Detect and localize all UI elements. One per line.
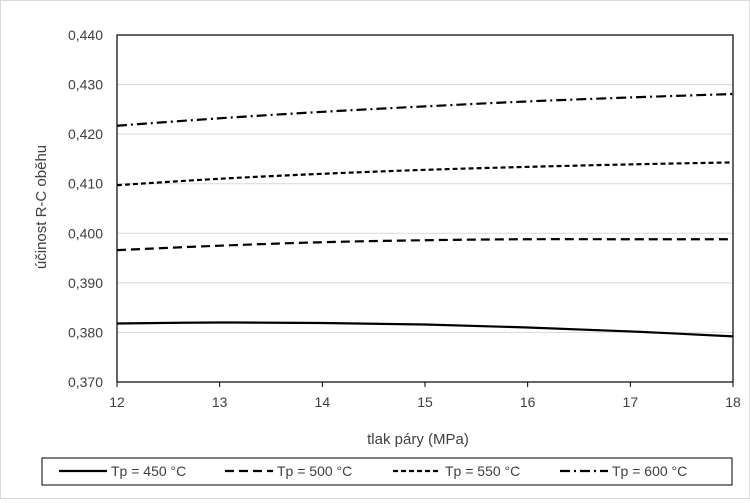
y-tick-label: 0,400 [68,225,103,241]
y-tick-label: 0,370 [68,374,103,390]
series-line-3 [116,161,734,187]
grid-lines [117,34,733,383]
x-tick-label: 12 [109,394,125,410]
x-tick-label: 13 [212,394,228,410]
y-tick-label: 0,440 [68,27,103,43]
x-axis-label: tlak páry (MPa) [367,431,469,448]
legend-label: Tp = 450 °C [111,463,186,479]
y-tick-label: 0,420 [68,126,103,142]
legend: Tp = 450 °C Tp = 500 °C Tp = 550 °C Tp = 60… [41,457,733,486]
plot-area [116,34,734,383]
y-axis-label: účinost R-C oběhu [33,145,50,269]
y-tick-label: 0,410 [68,176,103,192]
x-axis-ticks: 12 13 14 15 16 17 18 [109,382,741,410]
series-line-4 [116,92,734,127]
series-layer [116,92,734,338]
y-tick-label: 0,390 [68,275,103,291]
y-axis-ticks: 0,370 0,380 0,390 0,400 0,410 0,420 0,430 0,440 [68,27,103,390]
x-tick-label: 14 [315,394,331,410]
series-line-1 [116,321,734,338]
x-tick-label: 17 [623,394,639,410]
plot-border [116,34,734,383]
series-line-2 [116,238,734,252]
y-tick-label: 0,380 [68,324,103,340]
legend-box [41,457,733,486]
x-tick-label: 18 [725,394,741,410]
y-tick-label: 0,430 [68,77,103,93]
legend-label: Tp = 550 °C [445,463,520,479]
x-tick-label: 16 [520,394,536,410]
legend-label: Tp = 600 °C [612,463,687,479]
x-tick-label: 15 [417,394,433,410]
legend-label: Tp = 500 °C [277,463,352,479]
